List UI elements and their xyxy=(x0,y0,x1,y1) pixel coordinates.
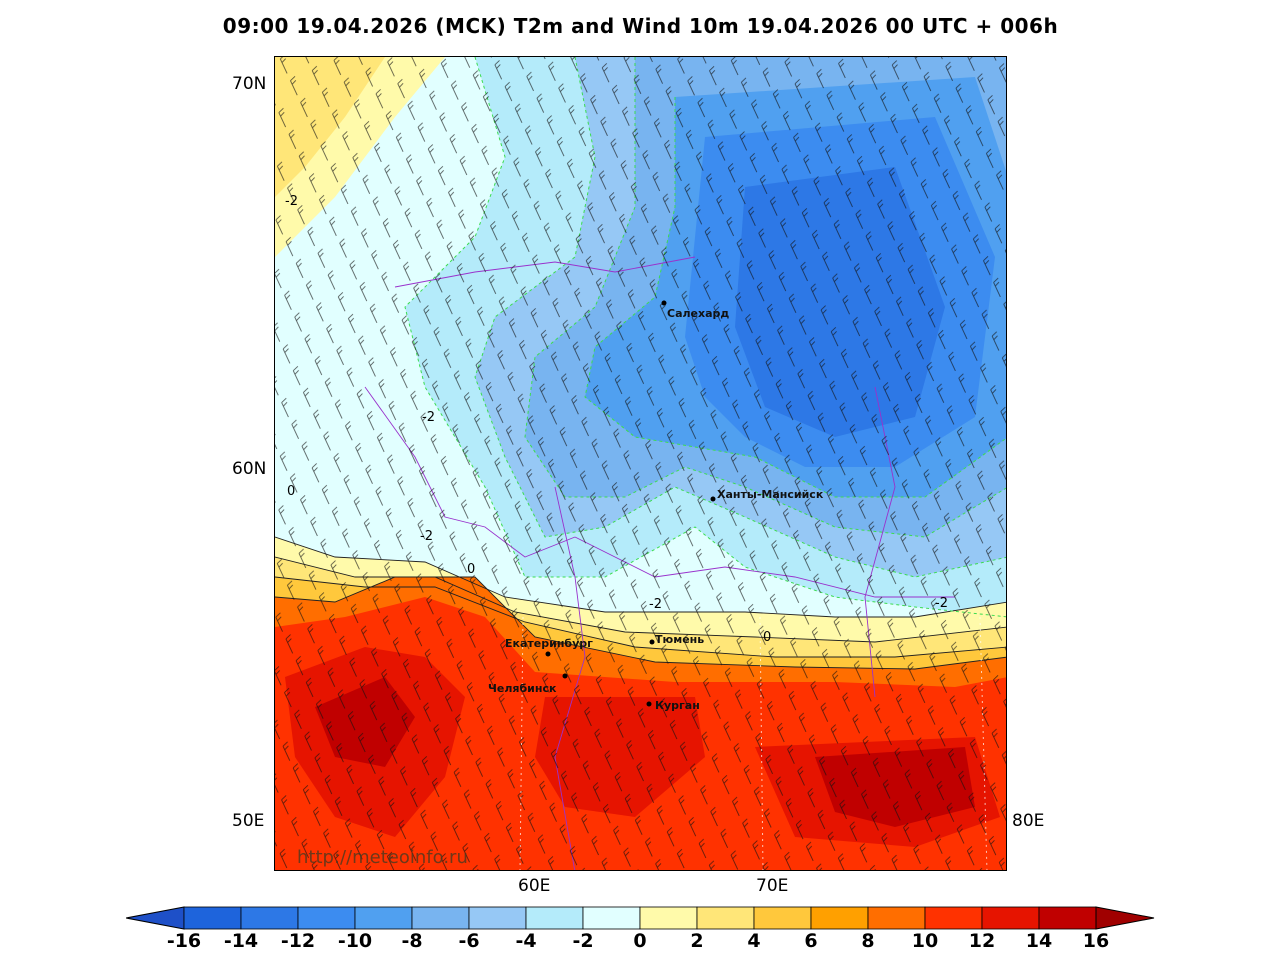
city-kurgan[interactable]: Курган xyxy=(655,699,700,712)
city-khanty-mansiysk[interactable]: Ханты-Мансийск xyxy=(717,488,824,501)
colorbar-cell xyxy=(1038,906,1097,930)
city-dot-khanty-mansiysk xyxy=(710,496,716,502)
colorbar xyxy=(126,906,1155,930)
city-dot-yekaterinburg xyxy=(545,651,551,657)
colorbar-tick-label: -14 xyxy=(223,930,259,952)
colorbar-low-arrow xyxy=(126,906,185,930)
contour-labels: -2 -2 0 -2 0 -2 0 -2 xyxy=(285,194,948,645)
city-dot-salekhard xyxy=(661,300,667,306)
colorbar-tick-label: 8 xyxy=(861,930,875,952)
colorbar-cell xyxy=(297,906,356,930)
colorbar-cell xyxy=(696,906,755,930)
colorbar-cell xyxy=(867,906,926,930)
colorbar-tick-label: -2 xyxy=(572,930,594,952)
city-yekaterinburg[interactable]: Екатеринбург xyxy=(505,637,593,650)
city-tyumen[interactable]: Тюмень xyxy=(655,633,704,646)
lon-label-60e: 60E xyxy=(518,876,551,896)
colorbar-cell xyxy=(810,906,869,930)
colorbar-cell xyxy=(354,906,413,930)
colorbar-cell xyxy=(240,906,299,930)
colorbar-cell xyxy=(753,906,812,930)
map-canvas: Салехард Ханты-Мансийск Екатеринбург Тюм… xyxy=(275,57,1006,870)
lat-label-60n: 60N xyxy=(232,459,267,479)
colorbar-tick-label: 14 xyxy=(1025,930,1053,952)
contour-label: 0 xyxy=(467,562,475,577)
colorbar-tick-label: -16 xyxy=(166,930,202,952)
colorbar-cells xyxy=(183,906,1097,930)
colorbar-high-arrow xyxy=(1095,906,1155,930)
city-salekhard[interactable]: Салехард xyxy=(667,307,729,320)
colorbar-cell xyxy=(183,906,242,930)
colorbar-tick-label: 2 xyxy=(690,930,704,952)
colorbar-tick-label: -8 xyxy=(401,930,423,952)
colorbar-tick-label: 0 xyxy=(633,930,647,952)
watermark-url: http://meteoinfo.ru xyxy=(297,847,468,868)
lat-label-70n: 70N xyxy=(232,74,267,94)
lon-label-80e: 80E xyxy=(1012,811,1045,831)
lon-label-50e: 50E xyxy=(232,811,265,831)
contour-label: -2 xyxy=(420,529,433,544)
colorbar-tick-label: 16 xyxy=(1082,930,1110,952)
colorbar-cell xyxy=(525,906,584,930)
colorbar-tick-label: -12 xyxy=(280,930,316,952)
contour-label: 0 xyxy=(763,630,771,645)
colorbar-tick-label: 6 xyxy=(804,930,818,952)
city-chelyabinsk[interactable]: Челябинск xyxy=(488,682,557,695)
contour-label: 0 xyxy=(287,484,295,499)
colorbar-tick-label: -6 xyxy=(458,930,480,952)
colorbar-cell xyxy=(411,906,470,930)
colorbar-cell xyxy=(639,906,698,930)
map-title: 09:00 19.04.2026 (MCK) T2m and Wind 10m … xyxy=(222,14,1059,38)
colorbar-cell xyxy=(981,906,1040,930)
colorbar-cell xyxy=(468,906,527,930)
colorbar-cell xyxy=(924,906,983,930)
contour-label: -2 xyxy=(649,597,662,612)
contour-label: -2 xyxy=(935,596,948,611)
colorbar-tick-label: 12 xyxy=(968,930,996,952)
cities: Салехард Ханты-Мансийск Екатеринбург Тюм… xyxy=(488,300,824,712)
graticule xyxy=(519,616,988,870)
wind-barbs xyxy=(275,57,1006,870)
temperature-wind-map[interactable]: Салехард Ханты-Мансийск Екатеринбург Тюм… xyxy=(274,56,1007,871)
colorbar-tick-label: 4 xyxy=(747,930,761,952)
colorbar-tick-label: -10 xyxy=(337,930,373,952)
contour-label: -2 xyxy=(285,194,298,209)
city-dot-tyumen xyxy=(649,639,655,645)
city-dot-chelyabinsk xyxy=(562,673,568,679)
city-dot-kurgan xyxy=(646,701,652,707)
colorbar-tick-label: -4 xyxy=(515,930,537,952)
colorbar-tick-label: 10 xyxy=(911,930,939,952)
contour-label: -2 xyxy=(422,410,435,425)
colorbar-cell xyxy=(582,906,641,930)
lon-label-70e: 70E xyxy=(756,876,789,896)
